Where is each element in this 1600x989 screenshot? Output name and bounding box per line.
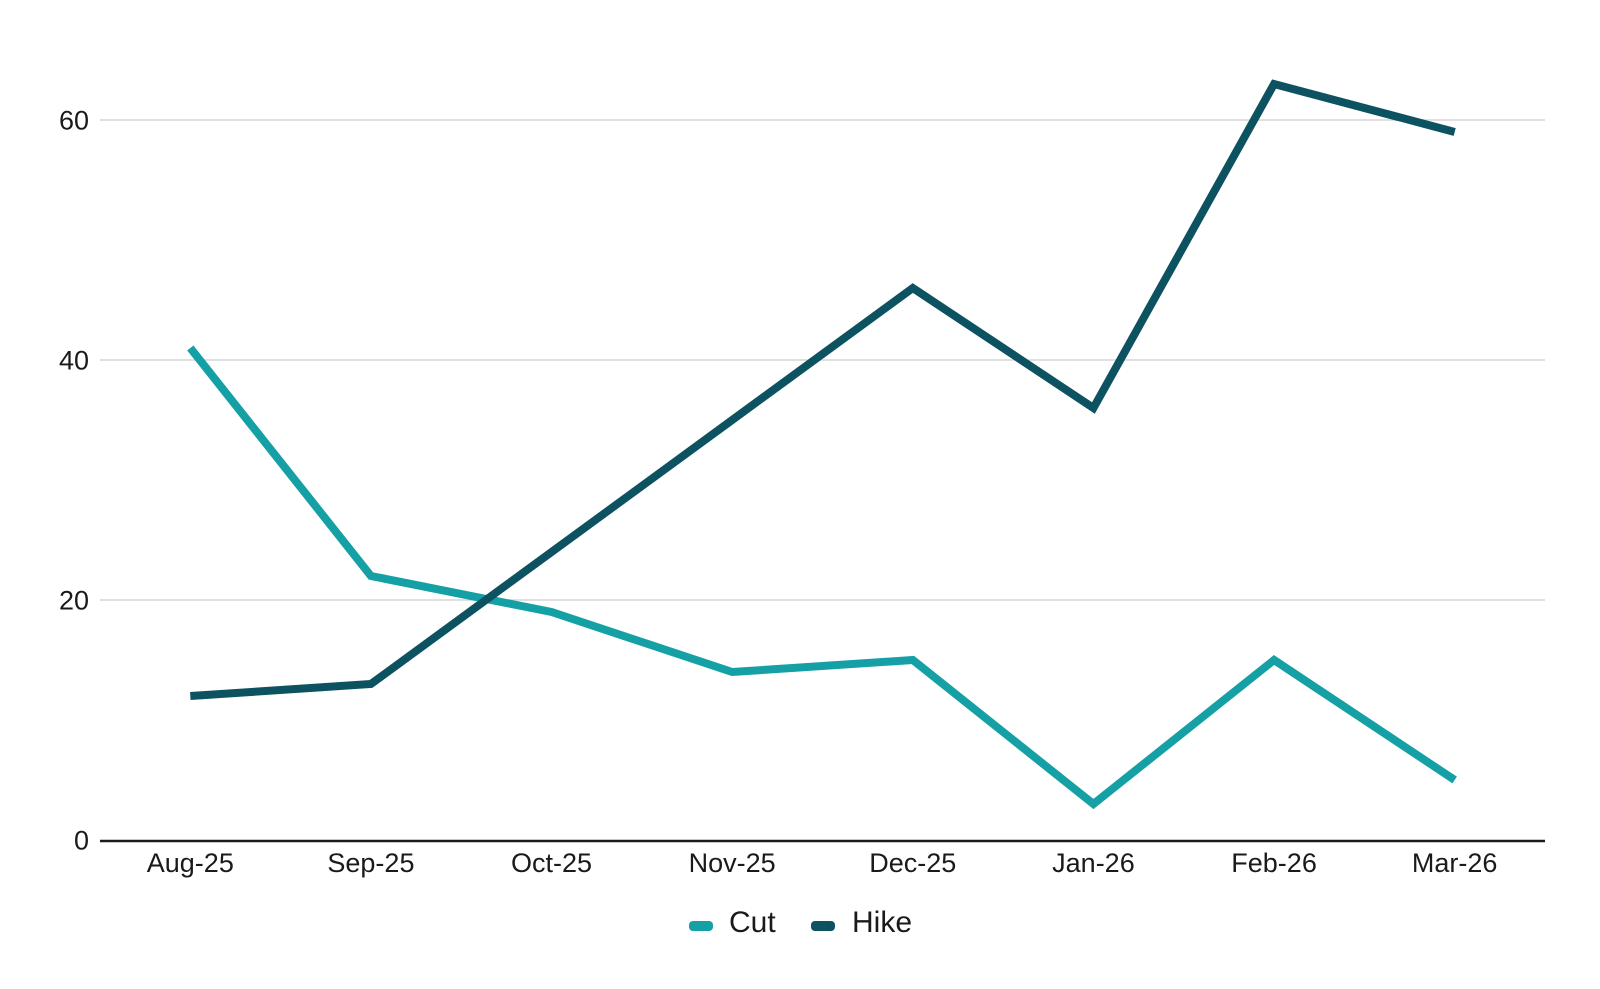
legend-swatch-cut (689, 921, 713, 931)
x-tick-label-nov-25: Nov-25 (689, 848, 776, 878)
x-tick-label-sep-25: Sep-25 (327, 848, 414, 878)
y-tick-label-0: 0 (74, 826, 89, 856)
y-tick-label-40: 40 (59, 346, 89, 376)
y-tick-label-60: 60 (59, 106, 89, 136)
cut-line (187, 345, 1457, 810)
legend-label-cut: Cut (729, 906, 776, 939)
hike-line (190, 79, 1456, 700)
x-tick-label-oct-25: Oct-25 (511, 848, 592, 878)
gridlines (100, 119, 1545, 601)
legend-swatch-hike (811, 921, 835, 931)
x-tick-label-aug-25: Aug-25 (147, 848, 234, 878)
legend-label-hike: Hike (852, 906, 912, 939)
x-tick-label-mar-26: Mar-26 (1412, 848, 1498, 878)
x-tick-label-feb-26: Feb-26 (1231, 848, 1317, 878)
x-tick-label-dec-25: Dec-25 (869, 848, 956, 878)
x-axis-labels: Aug-25 Sep-25 Oct-25 Nov-25 Dec-25 Jan-26 Feb-… (147, 848, 1498, 878)
y-axis-labels: 0 20 40 60 (59, 106, 89, 856)
y-tick-label-20: 20 (59, 586, 89, 616)
legend: Cut Hike (689, 906, 912, 939)
x-tick-label-jan-26: Jan-26 (1052, 848, 1135, 878)
series-lines (187, 79, 1457, 810)
